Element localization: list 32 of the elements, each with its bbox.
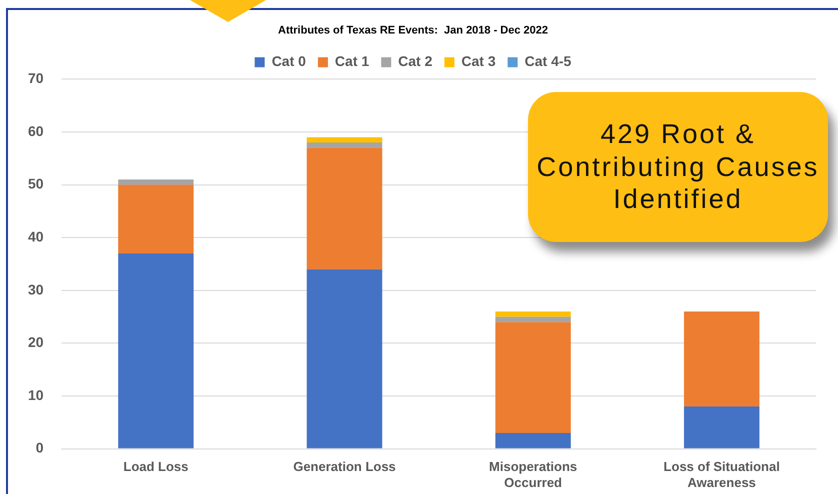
legend-label: Cat 4-5 <box>524 53 572 70</box>
bar <box>495 432 571 448</box>
bar <box>306 148 382 270</box>
bar <box>118 184 194 254</box>
legend-label: Cat 1 <box>334 53 370 70</box>
legend-label: Cat 2 <box>398 53 433 70</box>
y-tick-label: 40 <box>28 228 44 244</box>
x-tick-label: Generation Loss <box>293 459 396 474</box>
bar <box>118 180 194 185</box>
y-tick-label: 60 <box>28 122 44 139</box>
y-tick-label: 10 <box>28 386 44 403</box>
legend-label: Cat 3 <box>461 53 496 70</box>
annotation: 429 Root & Contributing Causes Identified <box>528 92 828 242</box>
bar <box>306 269 382 448</box>
bar <box>684 406 760 448</box>
bar <box>306 137 382 143</box>
y-tick-label: 50 <box>28 176 44 192</box>
legend-label: Cat 0 <box>272 53 306 70</box>
bar <box>495 322 571 433</box>
chart-title: Attributes of Texas RE Events: Jan 2018 - Dec 2022 <box>278 24 548 37</box>
y-tick-label: 30 <box>28 281 44 298</box>
y-tick-label: 20 <box>28 334 44 350</box>
x-tick-label: Loss of Situational Awareness <box>664 459 780 490</box>
x-tick-label: Misoperations Occurred <box>489 459 578 490</box>
bar <box>495 312 571 317</box>
bar <box>118 253 194 448</box>
y-tick-label: 70 <box>28 70 44 86</box>
x-tick-label: Load Loss <box>123 459 188 474</box>
bar <box>684 312 760 407</box>
bar <box>495 316 571 322</box>
y-tick-label: 0 <box>36 440 44 456</box>
bar <box>306 142 382 148</box>
